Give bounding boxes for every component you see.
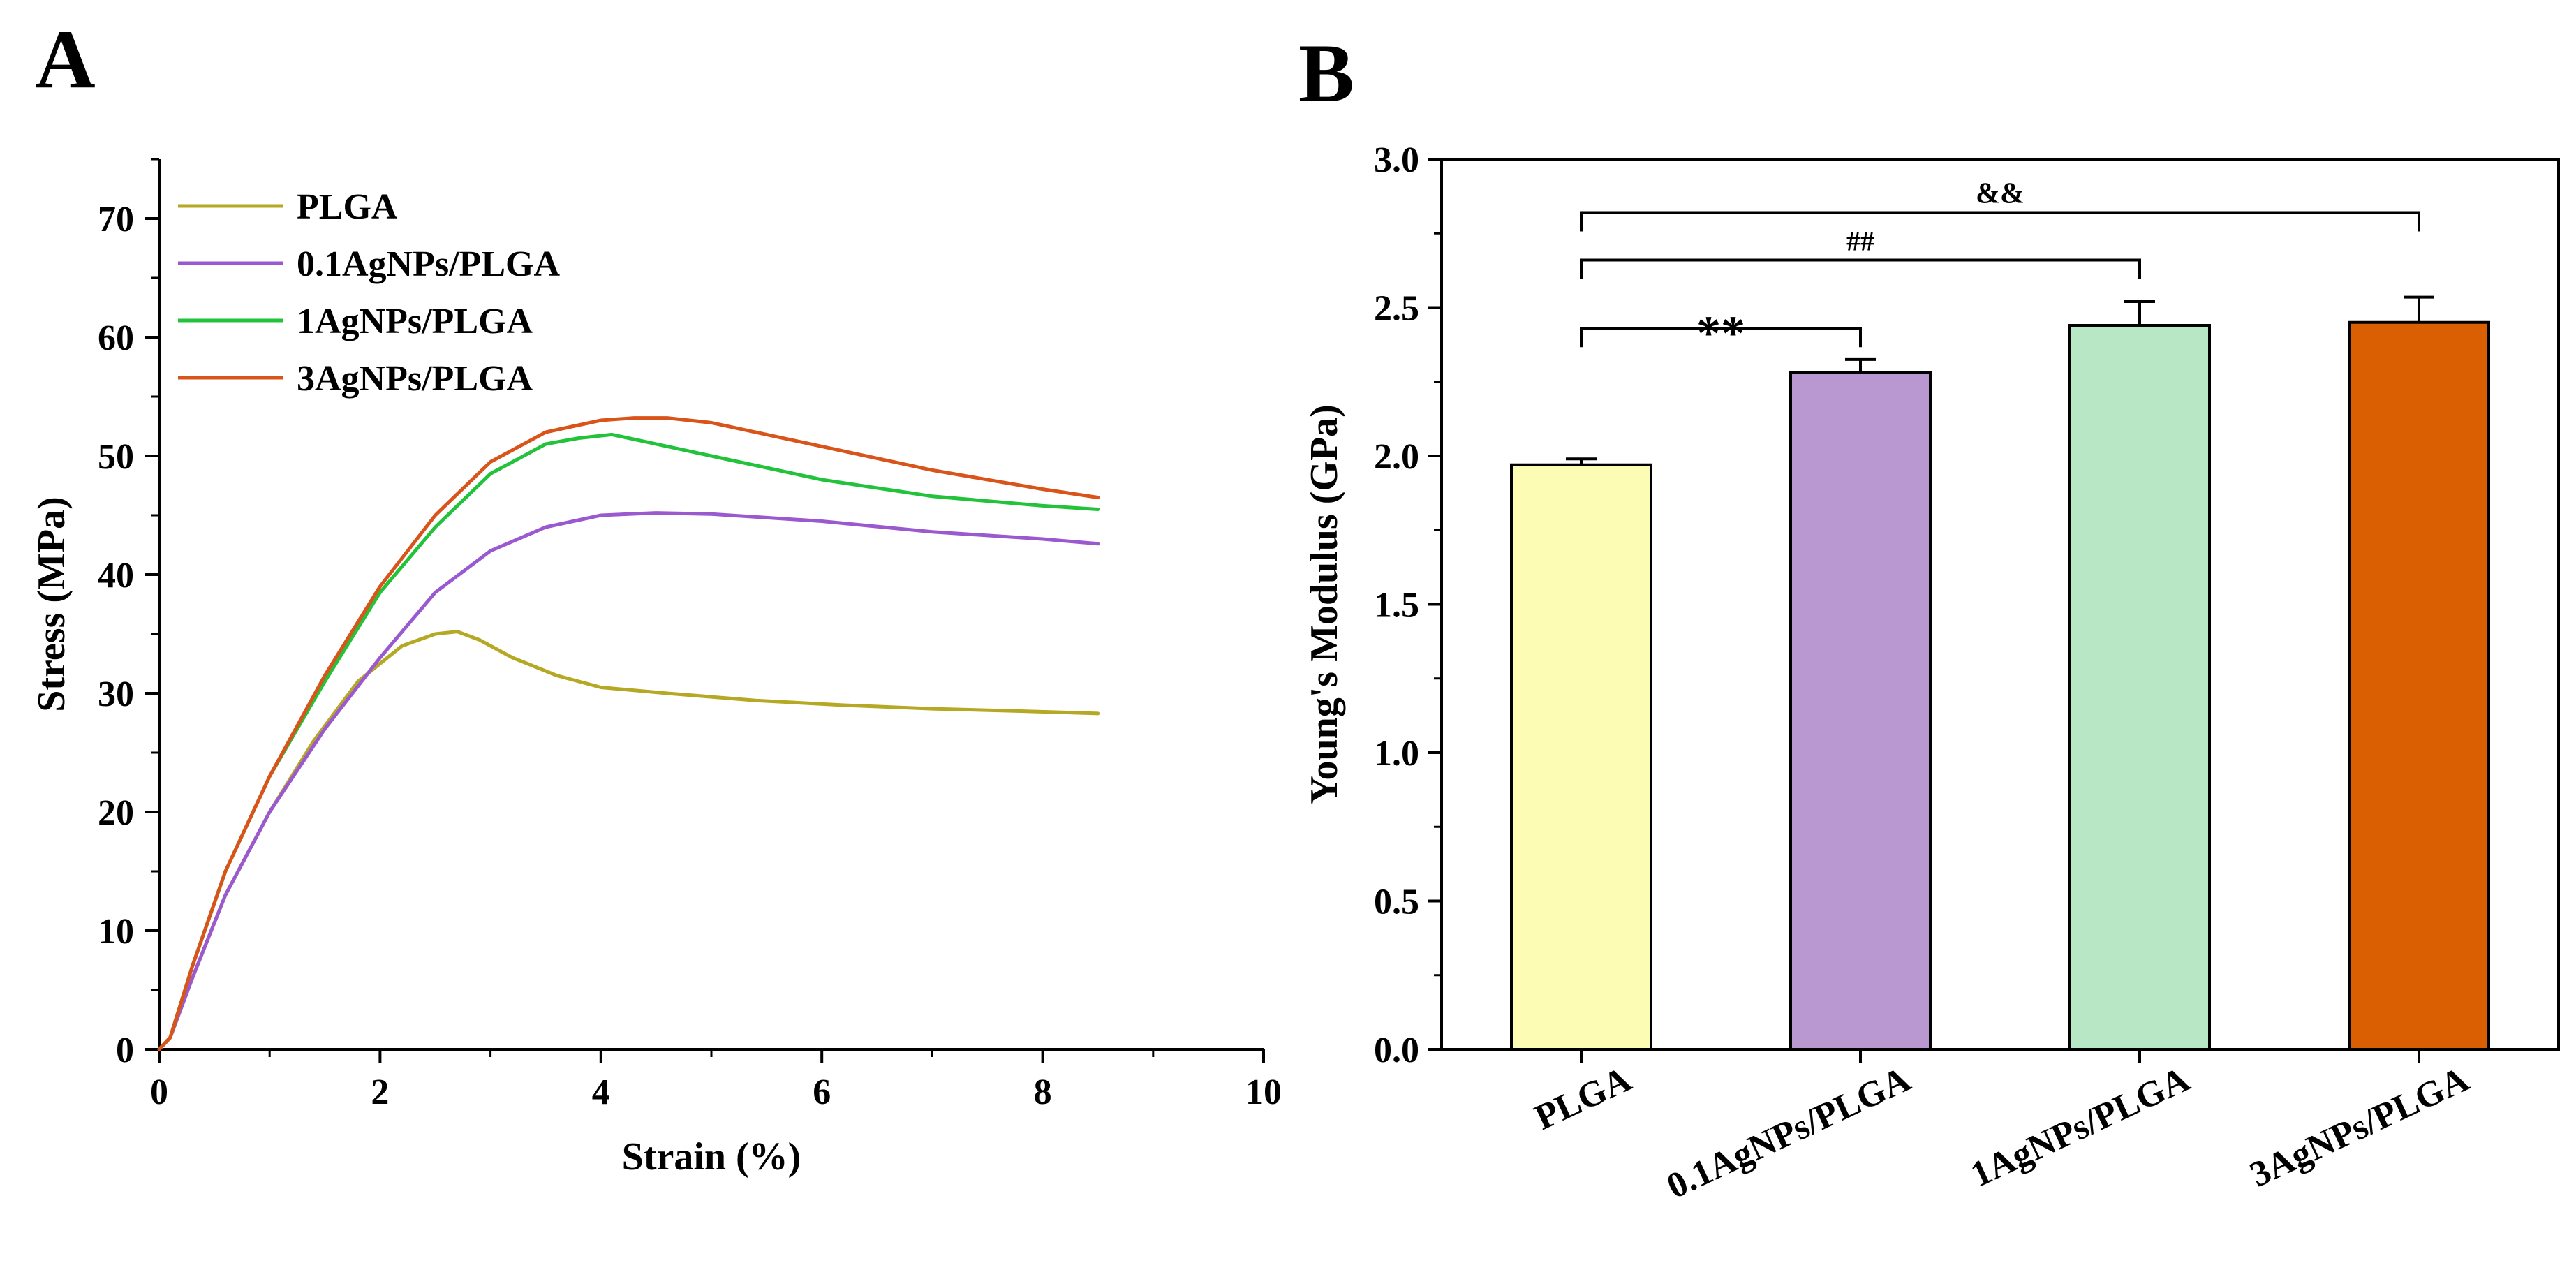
- y-tick-label: 30: [98, 674, 134, 714]
- chart-b-significance: ** ## &&: [1580, 178, 2420, 360]
- chart-a-x-axis-title: Strain (%): [622, 1135, 801, 1179]
- x-tick-label: PLGA: [1529, 1059, 1637, 1138]
- significance-label: **: [1696, 307, 1745, 360]
- y-tick-label: 0.5: [1374, 883, 1419, 922]
- y-tick-label: 0: [116, 1031, 134, 1070]
- y-tick-label: 20: [98, 793, 134, 833]
- x-tick-label: 10: [1245, 1072, 1282, 1112]
- y-tick-label: 1.5: [1374, 586, 1419, 626]
- chart-a-legend: PLGA 0.1AgNPs/PLGA 1AgNPs/PLGA 3AgNPs/PLGA: [178, 187, 560, 399]
- series-line: [157, 511, 1100, 1051]
- significance-label: ##: [1846, 226, 1874, 257]
- y-tick-label: 2.5: [1374, 289, 1419, 329]
- significance-bracket: [1580, 327, 1862, 348]
- x-tick-label: 2: [371, 1072, 389, 1112]
- chart-b-bars: [1510, 295, 2490, 1051]
- youngs-modulus-chart: 0.0 0.5 1.0 1.5 2.0 2.5 3.0 PLGA 0.1AgNPs/PLGA 1A…: [1303, 140, 2560, 1206]
- y-tick-label: 60: [98, 318, 134, 358]
- x-tick-label: 4: [592, 1072, 610, 1112]
- legend-label: PLGA: [297, 187, 398, 227]
- stress-strain-chart: 0 2 4 6 8 10 0 10 20 30 40 50 60 70 PLGA 0.1AgNPs/PLGA…: [30, 158, 1282, 1179]
- x-tick-label: 8: [1034, 1072, 1052, 1112]
- y-tick-label: 40: [98, 556, 134, 596]
- series-line: [157, 630, 1100, 1051]
- chart-a-y-axis-title: Stress (MPa): [30, 496, 73, 711]
- x-tick-label: 0: [150, 1072, 168, 1112]
- significance-label: &&: [1976, 178, 2024, 210]
- bar: [2068, 324, 2211, 1051]
- series-line: [157, 416, 1100, 1051]
- significance-bracket: [1580, 211, 2420, 232]
- x-tick-label: 0.1AgNPs/PLGA: [1661, 1059, 1916, 1206]
- legend-label: 3AgNPs/PLGA: [297, 359, 533, 399]
- y-tick-label: 2.0: [1374, 437, 1419, 477]
- significance-bracket: [1580, 258, 2141, 279]
- legend-label: 1AgNPs/PLGA: [297, 302, 533, 341]
- chart-b-y-axis-title: Young's Modulus (GPa): [1303, 404, 1346, 804]
- y-tick-label: 3.0: [1374, 140, 1419, 180]
- chart-a-series: [157, 416, 1100, 1051]
- y-tick-label: 70: [98, 200, 134, 239]
- panel-b-letter: B: [1298, 27, 1354, 119]
- y-tick-label: 1.0: [1374, 734, 1419, 774]
- panel-a-letter: A: [35, 13, 96, 105]
- series-line: [157, 432, 1100, 1051]
- x-tick-label: 1AgNPs/PLGA: [1965, 1059, 2196, 1195]
- y-tick-label: 50: [98, 437, 134, 477]
- x-tick-label: 3AgNPs/PLGA: [2244, 1059, 2475, 1195]
- legend-label: 0.1AgNPs/PLGA: [297, 244, 560, 284]
- bar: [1789, 371, 1932, 1051]
- y-tick-label: 0.0: [1374, 1031, 1419, 1070]
- bar: [1510, 463, 1652, 1051]
- bar: [2348, 320, 2490, 1051]
- x-tick-label: 6: [813, 1072, 831, 1112]
- chart-a-ticks: 0 2 4 6 8 10 0 10 20 30 40 50 60 70: [98, 158, 1282, 1112]
- y-tick-label: 10: [98, 912, 134, 952]
